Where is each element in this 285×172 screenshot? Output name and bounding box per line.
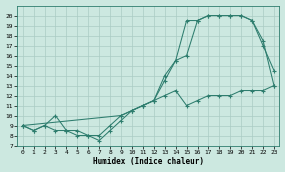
X-axis label: Humidex (Indice chaleur): Humidex (Indice chaleur): [93, 157, 204, 166]
